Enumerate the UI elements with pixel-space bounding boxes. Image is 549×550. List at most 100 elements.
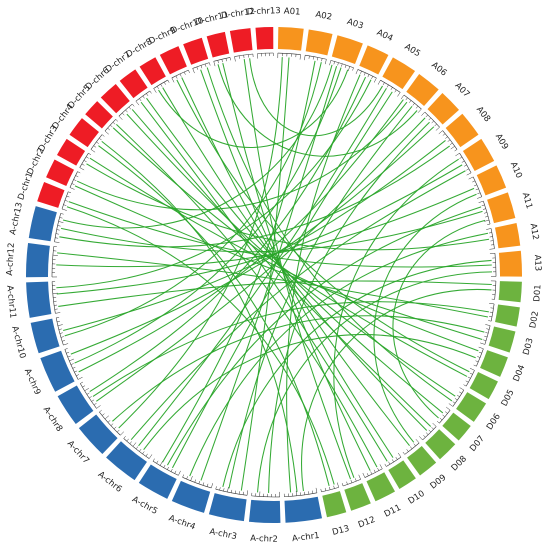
tick-mark [202, 482, 205, 486]
synteny-link [143, 334, 476, 451]
tick-mark [463, 384, 467, 387]
tick-mark [352, 67, 354, 71]
tick-mark [69, 187, 75, 190]
chromosome-label: A07 [453, 81, 472, 100]
tick-mark [454, 149, 458, 152]
tick-mark [139, 448, 142, 452]
tick-mark [456, 394, 460, 397]
chromosome-block-a-chr5 [138, 464, 177, 499]
tick-mark [132, 103, 135, 107]
tick-ring [484, 325, 491, 345]
tick-mark [90, 149, 96, 153]
tick-mark [379, 464, 383, 469]
tick-ring [135, 90, 151, 102]
tick-mark [99, 409, 102, 413]
tick-mark [128, 106, 132, 110]
tick-mark [350, 479, 353, 483]
tick-mark [438, 130, 443, 135]
tick-mark [482, 208, 486, 210]
tick-mark [486, 328, 490, 330]
tick-mark [439, 417, 443, 421]
tick-mark [163, 81, 166, 85]
chromosome-block-d-chr12 [229, 28, 253, 53]
chromosome-label: A08 [474, 105, 492, 124]
chromosome-label: D09 [429, 473, 449, 492]
tick-mark [477, 356, 481, 358]
tick-ring [152, 460, 179, 476]
tick-mark [431, 427, 434, 430]
chromosome-block-a13 [498, 250, 523, 277]
tick-mark [142, 95, 145, 99]
tick-mark [355, 69, 359, 75]
tick-mark [435, 126, 440, 131]
tick-mark [478, 200, 484, 203]
tick-mark [149, 90, 152, 94]
chromosome-label: A05 [403, 42, 422, 59]
tick-mark [88, 152, 92, 156]
chromosome-label: A-chr5 [130, 495, 159, 517]
tick-mark [397, 452, 402, 458]
tick-mark [315, 487, 318, 493]
tick-mark [473, 364, 477, 367]
tick-mark [129, 441, 132, 444]
tick-mark [61, 208, 67, 211]
tick-mark [221, 59, 223, 63]
chromosome-block-a12 [494, 223, 521, 249]
chromosome-label: A06 [429, 60, 448, 78]
chromosome-block-d-chr7 [119, 69, 148, 99]
tick-mark [428, 117, 432, 121]
tick-mark [477, 192, 481, 195]
tick-mark [204, 63, 207, 67]
tick-mark [66, 195, 70, 198]
chromosome-label: A01 [283, 7, 300, 18]
tick-mark [246, 490, 248, 496]
chromosome-label: D06 [485, 412, 503, 432]
tick-mark [101, 413, 105, 416]
tick-mark [478, 346, 484, 349]
tick-ring [380, 79, 401, 93]
tick-ring [357, 69, 377, 79]
synteny-link [98, 145, 330, 487]
chromosome-label: A-chr12 [5, 242, 17, 276]
tick-mark [215, 486, 217, 490]
tick-mark [337, 62, 339, 66]
tick-mark [489, 303, 495, 305]
synteny-link [240, 57, 290, 491]
tick-mark [153, 88, 157, 93]
chromosome-block-d03 [488, 326, 516, 353]
synteny-link [166, 206, 482, 466]
tick-mark [406, 449, 409, 452]
tick-mark [415, 439, 420, 444]
tick-mark [461, 160, 465, 163]
synteny-link [249, 58, 383, 137]
synteny-link [162, 60, 316, 463]
tick-mark [442, 133, 446, 136]
tick-mark [466, 168, 470, 171]
tick-mark [60, 336, 64, 338]
tick-mark [346, 481, 348, 485]
tick-mark [428, 429, 432, 433]
tick-mark [488, 320, 492, 322]
tick-mark [465, 380, 469, 383]
tick-mark [55, 237, 59, 239]
tick-mark [487, 223, 491, 225]
chromosome-label: A-chr11 [4, 285, 17, 319]
tick-mark [425, 432, 429, 435]
tick-mark [104, 130, 109, 135]
tick-mark [371, 76, 373, 79]
chromosome-block-a-chr8 [57, 385, 94, 425]
tick-mark [358, 474, 361, 480]
tick-mark [152, 458, 155, 462]
chromosome-label: A-chr13 [8, 201, 25, 235]
chromosome-label: A04 [375, 28, 394, 44]
tick-mark [475, 188, 479, 191]
chromosome-block-a05 [382, 57, 416, 90]
tick-mark [489, 248, 495, 250]
tick-mark [56, 229, 60, 231]
tick-mark [112, 122, 116, 125]
tick-mark [63, 204, 67, 206]
tick-mark [113, 426, 117, 430]
tick-mark [125, 109, 128, 113]
tick-mark [466, 172, 472, 176]
